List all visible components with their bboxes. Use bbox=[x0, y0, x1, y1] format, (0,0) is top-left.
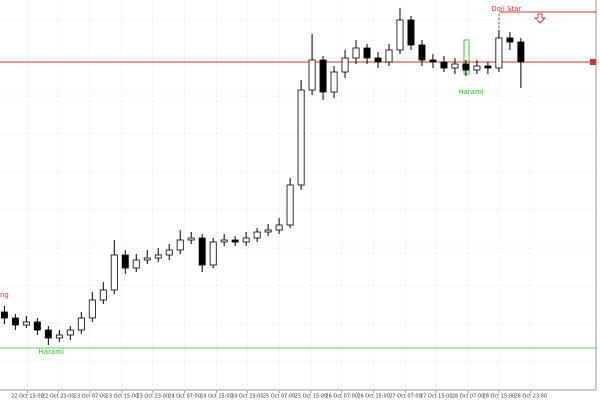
x-tick-label: 23 Oct 07:00 bbox=[74, 394, 107, 400]
candle-body bbox=[363, 47, 371, 59]
x-tick-label: 23 Oct 23:00 bbox=[136, 394, 169, 400]
candle-body bbox=[165, 249, 173, 256]
candle-body bbox=[0, 311, 8, 319]
candle-body bbox=[484, 65, 492, 69]
annotation: Harami bbox=[38, 348, 64, 356]
candle-body bbox=[187, 237, 195, 241]
x-tick-label: 26 Oct 07:00 bbox=[325, 394, 358, 400]
candle-body bbox=[44, 329, 52, 339]
candle-body bbox=[132, 259, 140, 269]
candle-body bbox=[176, 239, 184, 251]
x-tick-label: 25 Oct 07:00 bbox=[263, 394, 296, 400]
candle-body bbox=[407, 19, 415, 46]
candle-body bbox=[253, 231, 261, 239]
candle-body bbox=[55, 334, 63, 339]
annotation: Doji Star bbox=[491, 5, 521, 13]
candle-body bbox=[88, 299, 96, 319]
x-tick-label: 27 Oct 15:00 bbox=[420, 394, 453, 400]
candle-body bbox=[451, 63, 459, 69]
x-tick-label: 25 Oct 15:00 bbox=[295, 394, 328, 400]
candle-body bbox=[77, 317, 85, 331]
x-tick-label: 24 Oct 15:00 bbox=[200, 394, 233, 400]
candle-body bbox=[418, 44, 426, 61]
x-tick-label: 28 Oct 23:00 bbox=[514, 394, 547, 400]
candle-body bbox=[297, 89, 305, 186]
candle-body bbox=[242, 237, 250, 243]
x-tick-label: 26 Oct 15:00 bbox=[357, 394, 390, 400]
x-tick-label: 23 Oct 15:00 bbox=[106, 394, 139, 400]
candle-body bbox=[231, 239, 239, 243]
candle-body bbox=[110, 254, 118, 291]
x-tick-label: 22 Oct 15:00 bbox=[11, 394, 44, 400]
candle-body bbox=[264, 229, 272, 233]
x-tick-label: 24 Oct 07:00 bbox=[168, 394, 201, 400]
candle-body bbox=[220, 239, 228, 243]
candle-body bbox=[473, 65, 481, 71]
candle-body bbox=[33, 321, 41, 331]
candle-body bbox=[385, 49, 393, 63]
candle-body bbox=[374, 57, 382, 63]
candle-body bbox=[352, 47, 360, 59]
candle-body bbox=[495, 37, 503, 69]
candle-body bbox=[99, 289, 107, 301]
candle-body bbox=[198, 237, 206, 266]
candle-body bbox=[440, 61, 448, 69]
x-tick-label: 28 Oct 15:00 bbox=[483, 394, 516, 400]
candle-body bbox=[209, 241, 217, 266]
candle-body bbox=[66, 329, 74, 336]
candle-body bbox=[506, 37, 514, 43]
x-tick-label: 27 Oct 07:00 bbox=[389, 394, 422, 400]
candle-body bbox=[121, 254, 129, 269]
x-tick-label: 22 Oct 23:00 bbox=[42, 394, 75, 400]
candle-body bbox=[154, 254, 162, 259]
candle-body bbox=[275, 224, 283, 231]
x-tick-label: 24 Oct 23:00 bbox=[231, 394, 264, 400]
candle-body bbox=[308, 59, 316, 91]
candle-body bbox=[286, 184, 294, 226]
sell-arrow bbox=[533, 13, 547, 24]
candle-body bbox=[517, 41, 525, 63]
candle-body bbox=[429, 59, 437, 63]
candle-body bbox=[22, 321, 30, 326]
candle-body bbox=[341, 57, 349, 73]
candle-body bbox=[462, 63, 470, 71]
candle-body bbox=[396, 19, 404, 51]
candle-body bbox=[11, 317, 19, 326]
x-tick-label: 28 Oct 07:00 bbox=[452, 394, 485, 400]
harami-marker bbox=[463, 39, 470, 75]
candle-body bbox=[330, 71, 338, 93]
annotation: ng bbox=[0, 291, 9, 299]
candle-body bbox=[143, 257, 151, 261]
candle-body bbox=[319, 59, 327, 93]
annotation: Harami bbox=[458, 88, 484, 96]
